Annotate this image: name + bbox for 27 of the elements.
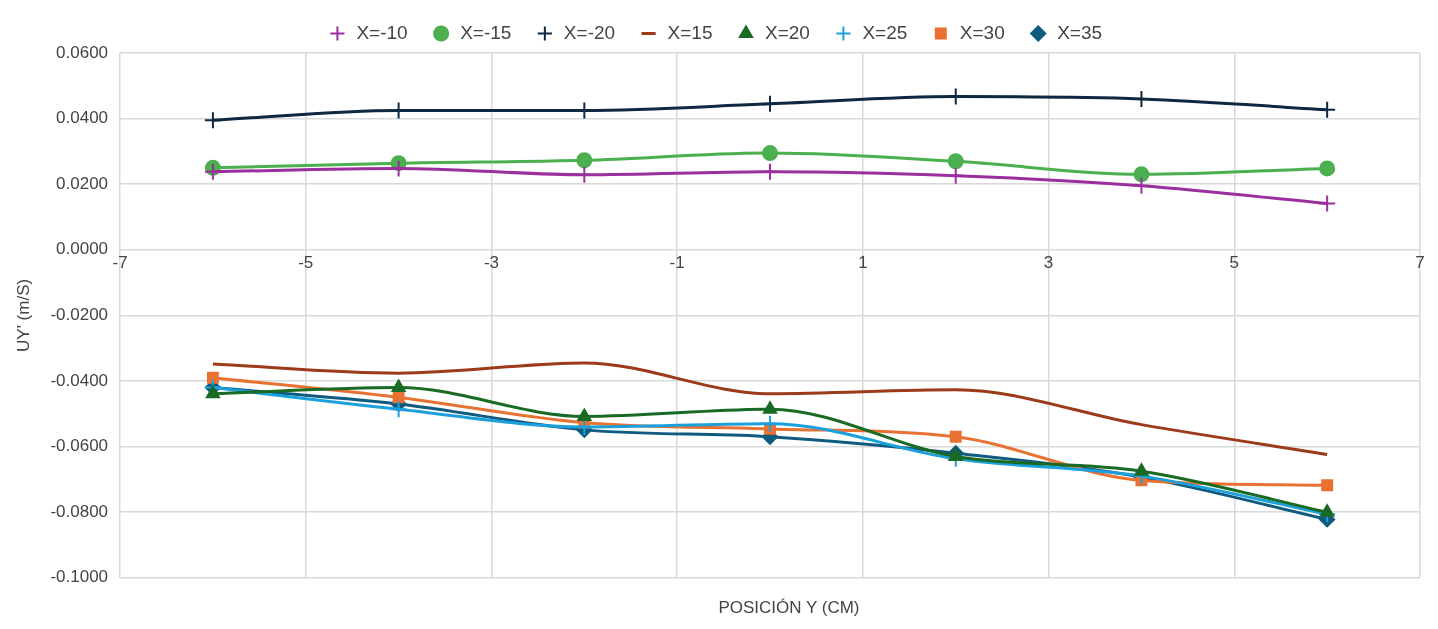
legend-label: X=-20 <box>563 21 616 43</box>
x-tick-label: -1 <box>669 252 685 272</box>
y-tick-label: 0.0400 <box>56 108 109 128</box>
y-tick-label: 0.0600 <box>56 42 109 62</box>
x-tick-label: 1 <box>858 252 868 272</box>
y-tick-label: 0.0200 <box>56 173 109 193</box>
y-axis-title: UY' (m/S) <box>13 278 33 352</box>
legend-label: X=-15 <box>460 21 512 43</box>
legend-label: X=30 <box>959 21 1005 43</box>
y-tick-label: -0.0600 <box>50 436 109 456</box>
legend-label: X=15 <box>667 21 713 43</box>
y-tick-label: 0.0000 <box>56 239 109 259</box>
x-tick-label: -7 <box>112 252 128 272</box>
legend-label: X=35 <box>1057 21 1103 43</box>
x-tick-label: 7 <box>1415 252 1425 272</box>
legend-label: X=20 <box>764 21 810 43</box>
y-tick-label: -0.0200 <box>50 305 109 325</box>
x-tick-label: -5 <box>298 252 314 272</box>
x-tick-label: -3 <box>483 252 500 272</box>
x-tick-label: 3 <box>1043 252 1054 272</box>
legend-label: X=25 <box>862 21 908 43</box>
x-tick-label: 5 <box>1229 252 1240 272</box>
x-axis-title: POSICIÓN Y (CM) <box>717 598 861 618</box>
legend-label: X=-10 <box>356 21 408 43</box>
y-tick-label: -0.1000 <box>50 567 109 587</box>
y-tick-label: -0.0800 <box>50 501 109 521</box>
y-tick-label: -0.0400 <box>50 370 109 390</box>
